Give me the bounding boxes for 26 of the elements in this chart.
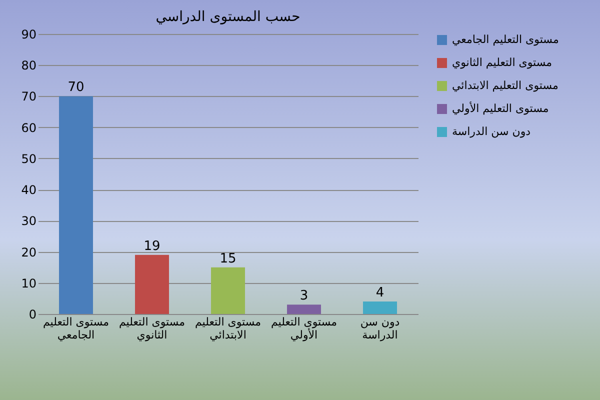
y-tick-label: 20 — [21, 245, 36, 260]
legend-label: مستوى التعليم الابتدائي — [452, 79, 559, 92]
y-tick-label: 10 — [21, 276, 36, 290]
x-tick-label: مستوى التعليم الأولي — [270, 316, 338, 342]
y-tick-label: 40 — [21, 183, 36, 198]
x-tick-label: مستوى التعليم الثانوي — [118, 316, 186, 342]
y-tick-label: 90 — [21, 28, 36, 42]
legend-label: مستوى التعليم الثانوي — [452, 56, 552, 69]
legend-label: مستوى التعليم الأولي — [452, 101, 549, 115]
legend-label: مستوى التعليم الجامعي — [452, 33, 559, 46]
y-tick-label: 80 — [21, 58, 36, 73]
x-tick-label: مستوى التعليم الابتدائي — [194, 316, 262, 342]
data-label: 19 — [144, 238, 160, 254]
legend-label: دون سن الدراسة — [452, 125, 531, 138]
x-tick-label: دون سن الدراسة — [360, 316, 400, 342]
y-tick-label: 30 — [21, 214, 36, 228]
data-label: 70 — [68, 80, 84, 96]
data-label: 15 — [220, 251, 236, 266]
y-tick-label: 60 — [21, 120, 36, 135]
y-tick-label: 0 — [28, 308, 36, 322]
chart-title: حسب المستوى الدراسي — [156, 9, 300, 25]
y-tick-label: 70 — [21, 90, 36, 104]
y-tick-label: 50 — [21, 152, 36, 166]
data-label: 4 — [376, 286, 384, 301]
data-label: 3 — [300, 288, 308, 304]
x-tick-label: مستوى التعليم الجامعي — [42, 316, 110, 342]
